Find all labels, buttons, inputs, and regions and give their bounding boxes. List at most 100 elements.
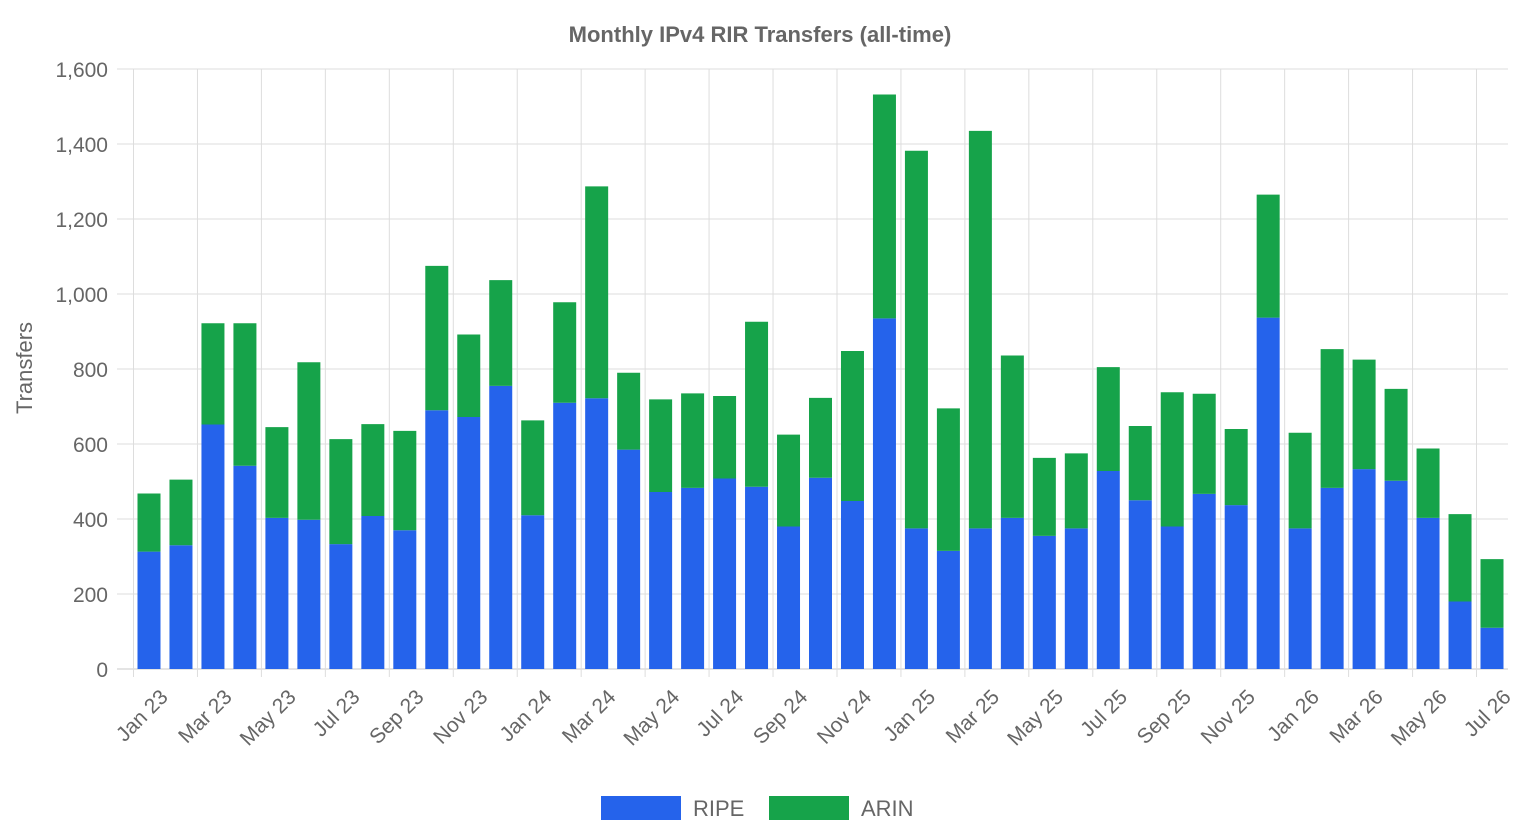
bar-ripe-oct-23[interactable] (425, 410, 449, 669)
bar-arin-jun-25[interactable] (1064, 453, 1088, 529)
bar-ripe-nov-25[interactable] (1224, 505, 1248, 669)
x-tick-label-group: Jan 24 (496, 685, 557, 746)
bar-ripe-dec-25[interactable] (1256, 317, 1280, 669)
bar-ripe-jul-26[interactable] (1480, 627, 1504, 669)
bar-arin-oct-24[interactable] (809, 397, 832, 478)
bar-arin-mar-26[interactable] (1352, 359, 1376, 470)
legend-swatch (601, 796, 681, 820)
bar-ripe-jul-23[interactable] (329, 544, 353, 669)
bar-arin-mar-23[interactable] (201, 323, 225, 425)
bar-arin-jul-25[interactable] (1096, 367, 1120, 471)
bar-ripe-feb-26[interactable] (1320, 487, 1344, 669)
bar-arin-mar-24[interactable] (585, 186, 609, 399)
bar-ripe-apr-23[interactable] (233, 465, 257, 669)
bar-arin-may-23[interactable] (265, 427, 289, 518)
bar-ripe-may-23[interactable] (265, 517, 289, 669)
bar-ripe-jul-24[interactable] (713, 478, 737, 670)
x-tick-label: Jul 25 (1076, 685, 1132, 741)
bar-ripe-jun-25[interactable] (1064, 528, 1088, 669)
bar-arin-apr-25[interactable] (1000, 355, 1024, 518)
bar-arin-sep-24[interactable] (777, 434, 801, 527)
x-tick-label: Sep 24 (749, 685, 813, 749)
bar-ripe-may-26[interactable] (1416, 517, 1440, 669)
bar-arin-jul-23[interactable] (329, 439, 353, 545)
bar-arin-nov-24[interactable] (840, 351, 864, 501)
bar-ripe-feb-24[interactable] (553, 402, 577, 669)
legend[interactable]: RIPE ARIN (601, 796, 914, 821)
bar-arin-jan-26[interactable] (1288, 432, 1312, 529)
bar-arin-feb-26[interactable] (1320, 349, 1344, 488)
bar-arin-aug-25[interactable] (1128, 426, 1152, 501)
bar-ripe-nov-24[interactable] (840, 501, 864, 669)
x-tick-label: May 24 (619, 685, 684, 750)
bar-ripe-oct-25[interactable] (1192, 493, 1216, 669)
bar-ripe-aug-25[interactable] (1128, 500, 1152, 669)
bar-arin-mar-25[interactable] (968, 130, 992, 529)
bar-arin-jun-23[interactable] (297, 362, 321, 520)
bar-arin-feb-25[interactable] (936, 408, 960, 551)
bar-arin-jul-26[interactable] (1480, 559, 1504, 628)
bar-ripe-jan-25[interactable] (904, 528, 928, 669)
bar-ripe-aug-23[interactable] (361, 516, 385, 669)
bar-ripe-sep-25[interactable] (1160, 526, 1184, 670)
bar-ripe-mar-23[interactable] (201, 424, 225, 670)
bar-ripe-oct-24[interactable] (809, 477, 832, 669)
bar-ripe-mar-24[interactable] (585, 398, 609, 669)
bar-ripe-jan-23[interactable] (137, 551, 161, 669)
bar-arin-apr-23[interactable] (233, 323, 257, 466)
bar-arin-apr-24[interactable] (617, 372, 641, 450)
bar-arin-jun-26[interactable] (1448, 514, 1472, 602)
bar-arin-jan-25[interactable] (904, 150, 928, 529)
bar-ripe-dec-23[interactable] (489, 385, 513, 669)
bar-arin-sep-23[interactable] (393, 430, 417, 531)
legend-item-arin[interactable]: ARIN (769, 796, 914, 821)
bar-ripe-jun-26[interactable] (1448, 601, 1472, 670)
bar-ripe-aug-24[interactable] (745, 486, 769, 669)
x-tick-label-group: Jul 25 (1076, 685, 1132, 741)
bar-ripe-jul-25[interactable] (1096, 471, 1120, 669)
bar-ripe-apr-25[interactable] (1000, 517, 1024, 669)
bar-ripe-jun-24[interactable] (681, 487, 705, 669)
bar-ripe-mar-26[interactable] (1352, 469, 1376, 669)
bar-arin-may-26[interactable] (1416, 448, 1440, 518)
y-tick-label: 600 (73, 434, 108, 457)
bar-arin-dec-23[interactable] (489, 280, 513, 386)
bar-arin-dec-24[interactable] (872, 94, 896, 319)
bar-ripe-feb-23[interactable] (169, 545, 193, 669)
bar-arin-aug-24[interactable] (745, 321, 769, 487)
bar-arin-oct-23[interactable] (425, 265, 449, 411)
x-tick-label: Mar 23 (174, 685, 236, 747)
bar-arin-sep-25[interactable] (1160, 392, 1184, 527)
bar-ripe-sep-23[interactable] (393, 530, 417, 669)
bar-arin-feb-23[interactable] (169, 479, 193, 546)
bar-ripe-mar-25[interactable] (968, 528, 992, 669)
bar-arin-dec-25[interactable] (1256, 194, 1280, 318)
bar-arin-apr-26[interactable] (1384, 388, 1408, 481)
bar-arin-may-24[interactable] (649, 399, 673, 492)
bar-ripe-jan-26[interactable] (1288, 528, 1312, 669)
y-axis-ticks: 0 200 400 600 800 1,000 1,200 1,400 1,600 (55, 59, 108, 682)
bar-arin-oct-25[interactable] (1192, 393, 1216, 494)
bar-arin-jul-24[interactable] (713, 396, 737, 479)
bar-ripe-jan-24[interactable] (521, 515, 545, 669)
bar-ripe-jun-23[interactable] (297, 519, 321, 669)
bar-ripe-may-25[interactable] (1032, 535, 1056, 669)
bar-ripe-apr-26[interactable] (1384, 480, 1408, 669)
bar-arin-jan-24[interactable] (521, 420, 545, 516)
bar-ripe-apr-24[interactable] (617, 449, 641, 669)
legend-item-ripe[interactable]: RIPE (601, 796, 744, 821)
bar-ripe-dec-24[interactable] (872, 318, 896, 669)
bar-arin-may-25[interactable] (1032, 457, 1056, 536)
x-tick-label-group: May 23 (236, 685, 301, 750)
bar-ripe-sep-24[interactable] (777, 526, 801, 670)
bar-ripe-nov-23[interactable] (457, 417, 481, 669)
bar-ripe-feb-25[interactable] (936, 550, 960, 669)
bar-arin-nov-25[interactable] (1224, 429, 1248, 506)
bar-arin-jun-24[interactable] (681, 393, 705, 488)
bar-arin-jan-23[interactable] (137, 493, 161, 552)
bar-arin-aug-23[interactable] (361, 424, 385, 516)
bar-arin-feb-24[interactable] (553, 302, 577, 403)
bar-ripe-may-24[interactable] (649, 492, 673, 669)
bar-arin-nov-23[interactable] (457, 334, 481, 418)
